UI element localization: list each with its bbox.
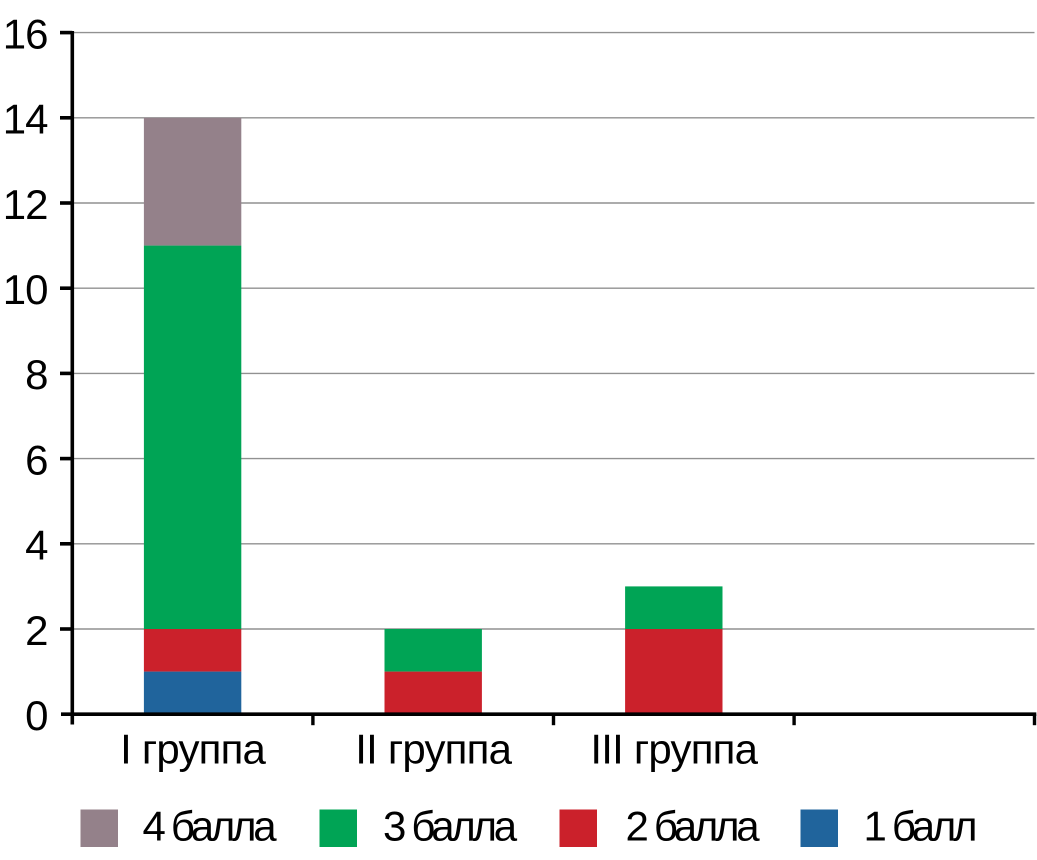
svg-text:3 балла: 3 балла [383, 802, 518, 849]
svg-text:1 балл: 1 балл [864, 802, 975, 849]
svg-text:8: 8 [25, 351, 47, 398]
svg-text:16: 16 [3, 10, 48, 57]
svg-text:6: 6 [25, 436, 47, 483]
svg-text:10: 10 [3, 266, 48, 313]
svg-text:I группа: I группа [120, 726, 266, 773]
svg-text:0: 0 [25, 692, 47, 739]
svg-text:2: 2 [25, 607, 47, 654]
svg-text:12: 12 [3, 181, 48, 228]
svg-text:2 балла: 2 балла [626, 802, 761, 849]
svg-text:4 балла: 4 балла [143, 802, 278, 849]
svg-text:II группа: II группа [355, 726, 512, 773]
svg-text:14: 14 [3, 96, 48, 143]
svg-text:III группа: III группа [590, 726, 758, 773]
svg-text:4: 4 [25, 522, 48, 569]
